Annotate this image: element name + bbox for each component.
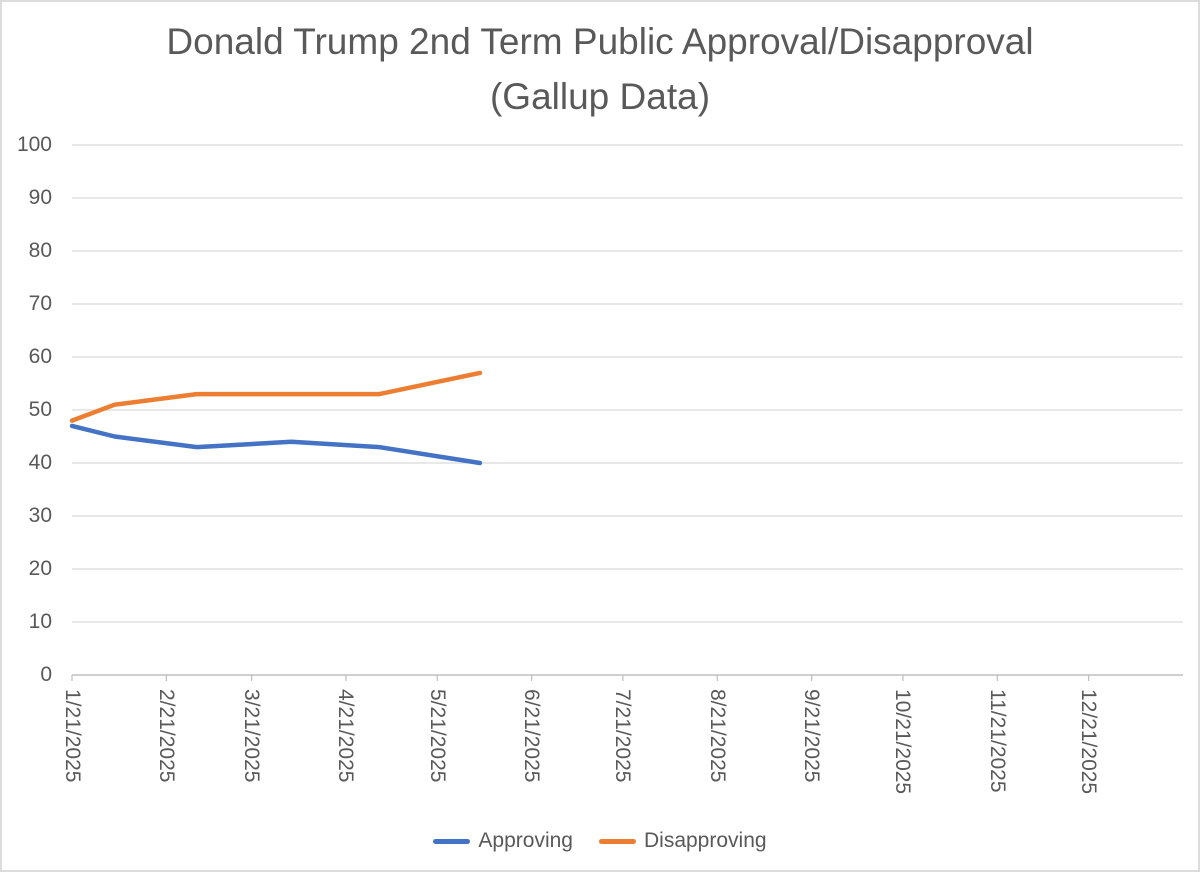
x-axis-tick-label: 2/21/2025 [154,689,178,783]
x-axis-tick-label: 1/21/2025 [60,689,84,783]
y-axis-tick-label: 90 [28,186,52,209]
x-axis-tick-label: 5/21/2025 [425,689,449,783]
x-axis-tick-label: 11/21/2025 [985,689,1009,793]
disapproving-line-sample [598,838,636,844]
approving-series-line [69,423,483,466]
x-axis-tick-label: 12/21/2025 [1077,689,1101,795]
y-axis-tick-label: 10 [28,610,52,633]
y-axis-tick-label: 50 [28,398,52,421]
x-axis-tick-label: 10/21/2025 [891,689,915,795]
x-axis-tick-label: 6/21/2025 [520,689,544,783]
chart-title: Donald Trump 2nd Term Public Approval/Di… [166,21,1034,62]
y-axis-tick-label: 40 [28,451,52,474]
chart-subtitle: (Gallup Data) [489,76,711,117]
legend-label-approving: Approving [478,829,573,852]
y-axis-tick-label: 0 [40,663,52,686]
approving-line-sample [433,838,471,844]
x-axis-tick-label: 8/21/2025 [705,689,729,783]
legend-label-disapproving: Disapproving [643,829,767,852]
y-axis-tick-label: 30 [28,504,52,527]
x-axis-tick-label: 4/21/2025 [334,689,358,783]
disapproving-series-line [69,370,483,423]
x-axis-tick-label: 7/21/2025 [611,689,635,783]
y-axis-tick-label: 60 [28,345,52,368]
legend-item-approving: Approving [433,829,573,853]
x-axis-tick-label: 9/21/2025 [800,689,824,783]
chart-title-block: Donald Trump 2nd Term Public Approval/Di… [2,14,1198,124]
legend: Approving Disapproving [2,829,1198,853]
legend-item-disapproving: Disapproving [598,829,767,853]
y-axis-tick-label: 70 [28,292,52,315]
y-axis-tick-label: 20 [28,557,52,580]
x-axis-tick-label: 3/21/2025 [240,689,264,783]
y-axis-tick-label: 80 [28,239,52,262]
y-axis-tick-label: 100 [16,133,52,156]
